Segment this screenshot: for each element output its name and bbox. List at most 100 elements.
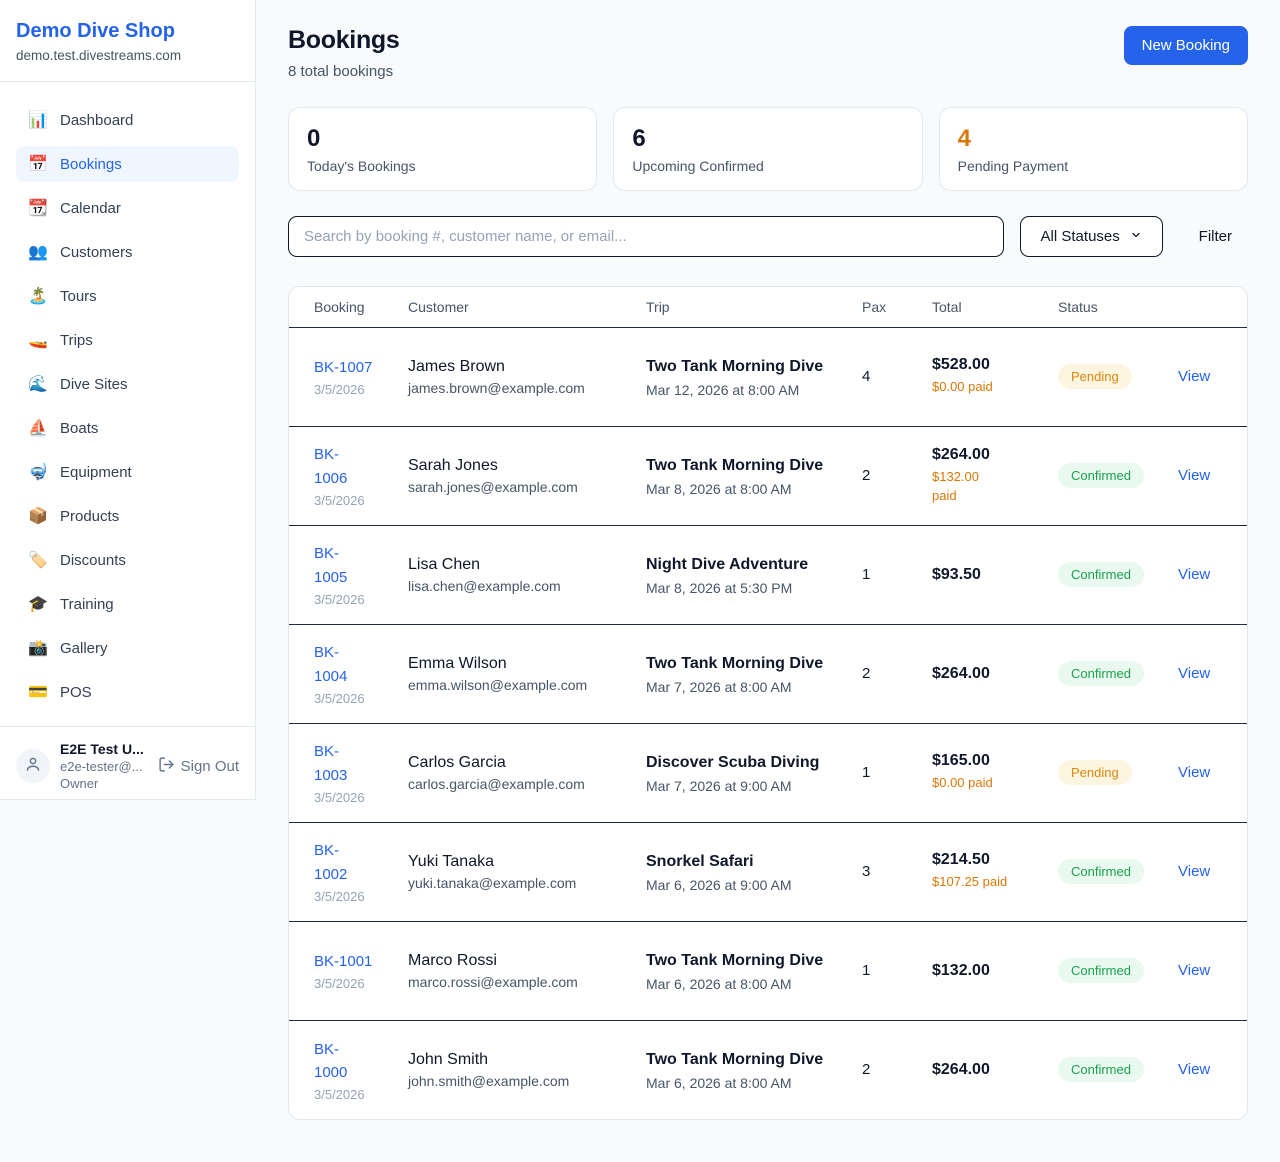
- customer-email: carlos.garcia@example.com: [408, 775, 585, 792]
- page-title: Bookings: [288, 26, 400, 54]
- avatar: [16, 749, 50, 783]
- booking-cell: BK-1007 3/5/2026: [289, 327, 400, 426]
- total-bookings-count: 8 total bookings: [288, 63, 394, 80]
- booking-id-link[interactable]: BK- 1000: [314, 1040, 348, 1081]
- pax-cell: 2: [854, 1019, 924, 1119]
- sidebar-header: Demo Dive Shop demo.test.divestreams.com: [0, 0, 255, 82]
- sidebar-item-trips[interactable]: 🚤 Trips: [16, 322, 239, 358]
- new-booking-button[interactable]: New Booking: [1123, 26, 1248, 65]
- action-cell: View: [1170, 722, 1247, 822]
- user-role: Owner: [60, 776, 99, 791]
- booking-date: 3/5/2026: [314, 690, 365, 706]
- customer-email: emma.wilson@example.com: [408, 676, 588, 693]
- sidebar-item-training[interactable]: 🎓 Training: [16, 586, 239, 622]
- trips-icon: 🚤: [28, 332, 48, 349]
- main-content: Bookings 8 total bookings New Booking 0 T…: [256, 0, 1280, 1152]
- sidebar-item-products[interactable]: 📦 Products: [16, 498, 239, 534]
- column-header-total: Total: [924, 287, 1050, 328]
- sidebar-item-tours[interactable]: 🏝️ Tours: [16, 278, 239, 314]
- booking-id-link[interactable]: BK- 1004: [314, 644, 348, 685]
- sidebar-item-equipment[interactable]: 🤿 Equipment: [16, 454, 239, 490]
- booking-cell: BK- 1002 3/5/2026: [289, 821, 400, 921]
- pax-cell: 3: [854, 821, 924, 921]
- total-amount: $264.00: [932, 445, 990, 463]
- status-badge: Confirmed: [1058, 661, 1144, 686]
- products-icon: 📦: [28, 508, 48, 525]
- sidebar-item-label: Tours: [60, 287, 97, 305]
- sign-out-button[interactable]: Sign Out: [158, 756, 239, 777]
- action-cell: View: [1170, 327, 1247, 426]
- status-badge: Confirmed: [1058, 562, 1144, 587]
- status-cell: Confirmed: [1050, 821, 1170, 921]
- view-link[interactable]: View: [1178, 664, 1211, 682]
- pax-cell: 4: [862, 368, 871, 385]
- gallery-icon: 📸: [28, 640, 48, 657]
- total-cell: $132.00: [924, 920, 1050, 1020]
- status-select-value: All Statuses: [1040, 228, 1120, 245]
- sidebar-item-label: POS: [60, 683, 92, 701]
- sidebar-item-dashboard[interactable]: 📊 Dashboard: [16, 102, 239, 138]
- total-cell: $264.00: [924, 1019, 1050, 1119]
- sidebar-item-label: Equipment: [60, 463, 132, 481]
- trip-name: Two Tank Morning Dive: [646, 655, 824, 672]
- total-amount: $264.00: [932, 1060, 990, 1078]
- booking-date: 3/5/2026: [314, 888, 365, 904]
- stat-label: Today's Bookings: [307, 158, 416, 174]
- booking-id-link[interactable]: BK- 1005: [314, 545, 348, 586]
- view-link[interactable]: View: [1178, 466, 1211, 484]
- trip-name: Two Tank Morning Dive: [646, 457, 824, 474]
- total-amount: $132.00: [932, 961, 990, 979]
- customer-cell: Yuki Tanaka yuki.tanaka@example.com: [400, 821, 638, 921]
- status-badge: Pending: [1058, 760, 1132, 785]
- sidebar-item-gallery[interactable]: 📸 Gallery: [16, 630, 239, 666]
- sign-out-label: Sign Out: [180, 757, 239, 775]
- column-header-pax: Pax: [854, 287, 924, 328]
- sidebar-item-calendar[interactable]: 📆 Calendar: [16, 190, 239, 226]
- view-link[interactable]: View: [1178, 961, 1211, 979]
- booking-date: 3/5/2026: [314, 1087, 365, 1102]
- table-row: BK- 1005 3/5/2026 Lisa Chen lisa.chen@ex…: [289, 524, 1247, 624]
- equipment-icon: 🤿: [28, 464, 48, 481]
- status-cell: Pending: [1050, 327, 1170, 426]
- booking-id-link[interactable]: BK- 1003: [314, 743, 348, 784]
- view-link[interactable]: View: [1178, 763, 1211, 781]
- filter-button[interactable]: Filter: [1183, 220, 1248, 253]
- booking-cell: BK- 1003 3/5/2026: [289, 722, 400, 822]
- sidebar-item-boats[interactable]: ⛵ Boats: [16, 410, 239, 446]
- status-badge: Confirmed: [1058, 463, 1144, 488]
- trip-datetime: Mar 8, 2026 at 5:30 PM: [646, 580, 793, 596]
- status-cell: Pending: [1050, 722, 1170, 822]
- view-link[interactable]: View: [1178, 862, 1211, 880]
- stat-value: 4: [957, 125, 972, 152]
- view-link[interactable]: View: [1178, 1060, 1211, 1078]
- sidebar-item-label: Products: [60, 507, 120, 525]
- customer-cell: Emma Wilson emma.wilson@example.com: [400, 623, 638, 723]
- action-cell: View: [1170, 425, 1247, 525]
- trip-datetime: Mar 6, 2026 at 9:00 AM: [646, 877, 792, 893]
- table-row: BK- 1000 3/5/2026 John Smith john.smith@…: [289, 1019, 1247, 1119]
- sidebar-item-discounts[interactable]: 🏷️ Discounts: [16, 542, 239, 578]
- customer-cell: Carlos Garcia carlos.garcia@example.com: [400, 722, 638, 822]
- stats-row: 0 Today's Bookings 6 Upcoming Confirmed 4 Pen…: [288, 107, 1248, 191]
- view-link[interactable]: View: [1178, 367, 1211, 385]
- sidebar-item-label: Gallery: [60, 639, 108, 657]
- booking-id-link[interactable]: BK-1001: [314, 952, 373, 970]
- search-input[interactable]: [288, 216, 1004, 257]
- stat-value: 6: [632, 125, 646, 152]
- sidebar-item-pos[interactable]: 💳 POS: [16, 674, 239, 710]
- dashboard-icon: 📊: [28, 112, 48, 129]
- view-link[interactable]: View: [1178, 565, 1211, 583]
- stat-card-pending-payment: 4 Pending Payment: [938, 107, 1248, 191]
- sidebar-item-bookings[interactable]: 📅 Bookings: [16, 146, 239, 182]
- booking-id-link[interactable]: BK-1007: [314, 358, 373, 376]
- discounts-icon: 🏷️: [28, 552, 48, 569]
- sidebar-item-dive-sites[interactable]: 🌊 Dive Sites: [16, 366, 239, 402]
- sidebar-item-customers[interactable]: 👥 Customers: [16, 234, 239, 270]
- booking-id-link[interactable]: BK- 1002: [314, 842, 348, 883]
- booking-cell: BK-1001 3/5/2026: [289, 920, 400, 1020]
- booking-id-link[interactable]: BK- 1006: [314, 446, 348, 487]
- status-badge: Confirmed: [1058, 1057, 1144, 1083]
- status-select[interactable]: All Statuses: [1019, 216, 1163, 257]
- sign-out-icon: [158, 756, 175, 777]
